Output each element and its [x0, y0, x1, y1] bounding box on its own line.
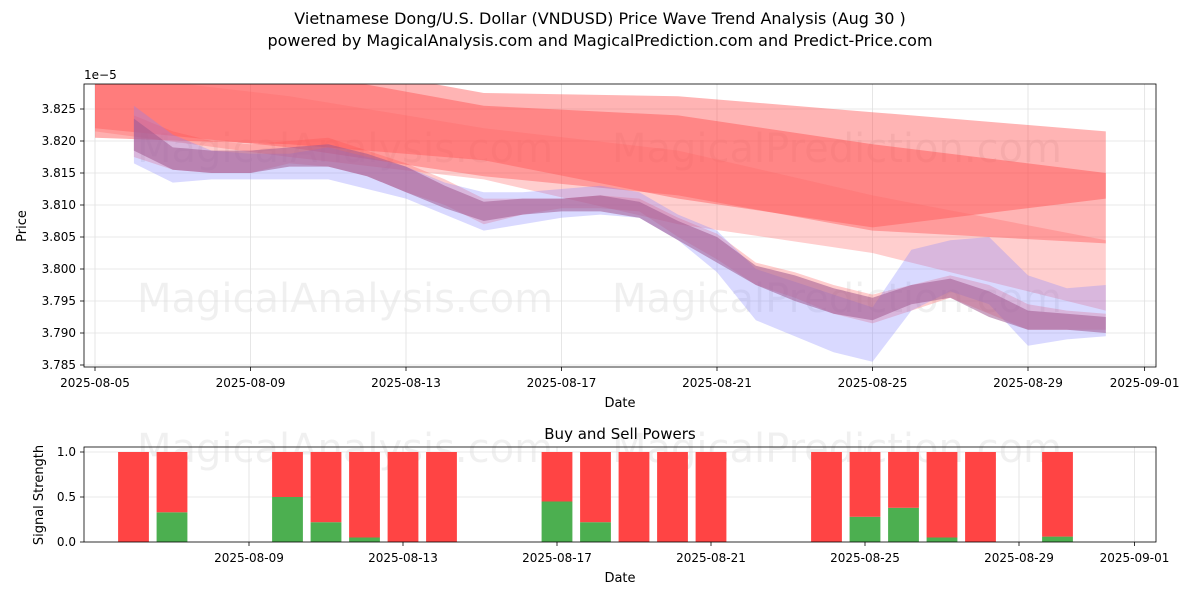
sell-power-bar [926, 452, 958, 538]
price-y-tick-label: 3.810 [42, 198, 76, 212]
power-x-tick-label: 2025-08-25 [830, 551, 900, 565]
long-term-forecast-band [95, 84, 1106, 244]
power-x-axis-label: Date [604, 571, 635, 586]
buy-power-bar [1042, 536, 1073, 542]
price-y-tick-label: 3.805 [42, 230, 76, 244]
sell-power-bar [426, 452, 457, 542]
price-y-tick-label: 3.785 [42, 358, 76, 372]
price-wave-band [133, 118, 1106, 333]
price-x-tick-label: 2025-09-01 [1110, 376, 1180, 390]
buy-power-bar [888, 507, 919, 542]
sell-power-bar [272, 452, 303, 497]
sell-power-bar [387, 452, 419, 542]
power-x-tick-label: 2025-08-29 [984, 551, 1054, 565]
sell-power-bar [541, 452, 573, 502]
price-axes: 2025-08-05 2025-08-09 2025-08-13 2025-08-17… [42, 102, 1180, 390]
power-y-axis-label: Signal Strength [32, 445, 47, 545]
power-x-tick-label: 2025-09-01 [1100, 551, 1170, 565]
sell-power-bar [657, 452, 688, 542]
price-x-tick-label: 2025-08-13 [371, 376, 441, 390]
sell-power-bar [118, 452, 149, 542]
buy-power-bar [156, 512, 188, 542]
power-x-tick-label: 2025-08-13 [368, 551, 438, 565]
buy-power-bar [541, 501, 573, 542]
price-y-tick-label: 3.820 [42, 134, 76, 148]
long-term-forecast-band [95, 84, 1106, 228]
power-x-tick-label: 2025-08-17 [522, 551, 592, 565]
sell-power-bar [888, 452, 919, 508]
watermark-prediction-top: MagicalPrediction.com [612, 126, 1062, 172]
price-wave-bands [95, 84, 1106, 362]
chart-title: Vietnamese Dong/U.S. Dollar (VNDUSD) Pri… [294, 9, 906, 28]
price-x-tick-label: 2025-08-05 [60, 376, 130, 390]
buy-power-bar [580, 522, 611, 542]
buy-power-bar [349, 537, 380, 542]
sell-power-bar [310, 452, 342, 523]
buy-power-bar [849, 516, 881, 542]
power-bars [118, 452, 1073, 542]
sell-power-bar [811, 452, 842, 542]
sell-power-bar [618, 452, 650, 542]
price-y-tick-label: 3.800 [42, 262, 76, 276]
power-plot-frame [83, 446, 1157, 543]
sell-power-bar [156, 452, 188, 513]
price-x-tick-label: 2025-08-17 [527, 376, 597, 390]
price-y-axis-label: Price [15, 210, 30, 242]
sell-power-bar [580, 452, 611, 523]
price-gridlines [84, 84, 1156, 367]
power-x-tick-label: 2025-08-09 [214, 551, 284, 565]
price-x-tick-label: 2025-08-09 [216, 376, 286, 390]
power-y-tick-label: 1.0 [57, 445, 76, 459]
watermark-analysis-bottom: MagicalAnalysis.com [137, 426, 553, 472]
power-x-tick-label: 2025-08-21 [676, 551, 746, 565]
sell-power-bar [849, 452, 881, 517]
watermark-analysis-mid: MagicalAnalysis.com [137, 276, 553, 322]
price-x-tick-label: 2025-08-25 [838, 376, 908, 390]
power-y-tick-label: 0.0 [57, 535, 76, 549]
sell-power-bar [1042, 452, 1073, 537]
sell-power-bar [965, 452, 996, 542]
price-x-tick-label: 2025-08-29 [993, 376, 1063, 390]
sell-power-bar [695, 452, 727, 542]
power-axes: 2025-08-09 2025-08-13 2025-08-17 2025-08-21… [57, 445, 1169, 565]
price-x-axis-label: Date [604, 396, 635, 411]
buy-power-bar [926, 537, 958, 542]
power-chart-title: Buy and Sell Powers [544, 425, 696, 443]
price-x-tick-label: 2025-08-21 [682, 376, 752, 390]
price-y-offset-label: 1e−5 [84, 68, 117, 82]
price-y-tick-label: 3.825 [42, 102, 76, 116]
price-y-tick-label: 3.790 [42, 326, 76, 340]
buy-power-bar [310, 522, 342, 542]
price-y-tick-label: 3.815 [42, 166, 76, 180]
price-y-tick-label: 3.795 [42, 294, 76, 308]
price-plot-frame [83, 83, 1157, 368]
chart-subtitle: powered by MagicalAnalysis.com and Magic… [267, 31, 933, 50]
buy-power-bar [272, 497, 303, 542]
power-y-tick-label: 0.5 [57, 490, 76, 504]
sell-power-bar [349, 452, 380, 538]
